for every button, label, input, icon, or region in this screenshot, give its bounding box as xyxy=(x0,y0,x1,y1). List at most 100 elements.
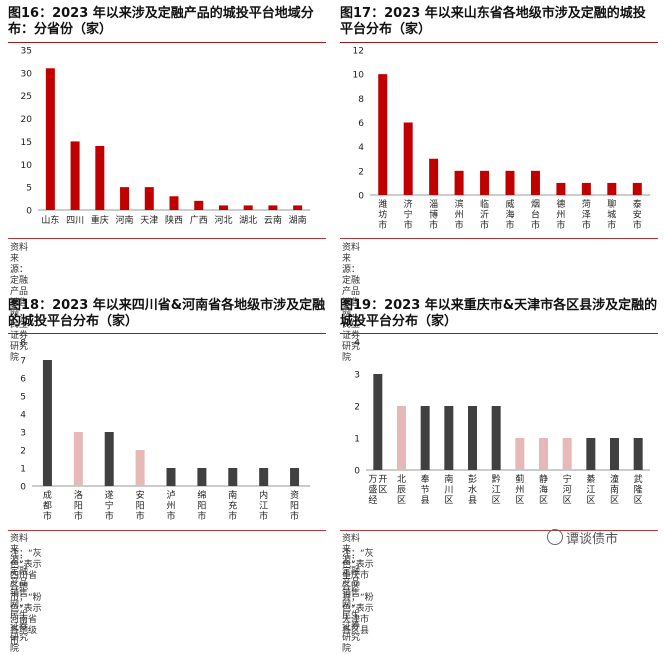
chart-title: 图18：2023 年以来四川省&河南省各地级市涉及定融的城投平台分布（家） xyxy=(8,298,326,329)
wechat-logo-icon xyxy=(547,529,563,545)
y-tick-label: 1 xyxy=(20,465,26,475)
bar-泰安市 xyxy=(632,182,642,195)
title-rule xyxy=(8,333,326,334)
y-tick-label: 3 xyxy=(354,371,360,381)
y-tick-label: 0 xyxy=(26,207,32,217)
x-tick-label: 德州市 xyxy=(556,198,565,231)
bar-天津 xyxy=(144,187,154,210)
y-tick-label: 8 xyxy=(358,95,364,105)
x-tick-label: 彭水县 xyxy=(468,473,477,506)
y-tick-label: 1 xyxy=(354,435,360,445)
x-tick-label: 安阳市 xyxy=(136,489,145,522)
x-tick-label: 四川 xyxy=(66,216,84,226)
x-tick-label: 武隆区 xyxy=(634,473,643,506)
y-tick-label: 7 xyxy=(20,357,26,367)
bar-静海区 xyxy=(539,438,548,470)
x-tick-label: 南川区 xyxy=(444,473,453,506)
source-text: 资料来源：定融产品销售网，民生证券研究院 xyxy=(342,243,361,363)
chart-title: 图19：2023 年以来重庆市&天津市各区县涉及定融的城投平台分布（家） xyxy=(340,298,658,329)
bar-云南 xyxy=(268,205,278,210)
x-tick-label: 遂宁市 xyxy=(105,489,114,522)
x-tick-label: 济宁市 xyxy=(404,198,413,231)
x-tick-label: 重庆 xyxy=(91,214,109,226)
bar-威海市 xyxy=(505,170,515,195)
bar-chart-fig16: 0 5 10 15 20 25 30 35 山东 四川 重庆 河南 天津 陕西 广西 河北 湖北 云南 湖南 xyxy=(21,47,310,226)
bar-聊城市 xyxy=(607,182,617,195)
bar-河北 xyxy=(218,205,228,210)
y-tick-label: 10 xyxy=(21,161,33,171)
x-tick-label: 资阳市 xyxy=(290,490,299,522)
bar-山东 xyxy=(45,68,55,211)
x-tick-label: 菏泽市 xyxy=(582,199,591,231)
bar-黔江区 xyxy=(491,406,501,470)
y-tick-label: 12 xyxy=(353,47,364,57)
y-tick-label: 2 xyxy=(354,403,360,413)
source-rule xyxy=(8,530,326,531)
bar-奉节县 xyxy=(420,406,430,470)
bar-北辰区 xyxy=(397,406,406,470)
x-tick-label: 泰安市 xyxy=(633,198,642,231)
bar-资阳市 xyxy=(290,468,300,486)
x-tick-label: 云南 xyxy=(264,214,282,226)
y-tick-label: 10 xyxy=(353,71,365,81)
bar-宁河区 xyxy=(562,438,572,470)
legend-note: 注：“灰色”表示重庆市各区县；“粉色”表示天津市各区县 xyxy=(342,549,374,636)
x-tick-label: 陕西 xyxy=(165,214,183,226)
y-tick-label: 8 xyxy=(20,339,26,349)
x-tick-label: 天津 xyxy=(140,215,158,226)
bar-陕西 xyxy=(169,196,179,210)
bar-彭水县 xyxy=(468,406,477,470)
bar-潼南区 xyxy=(610,438,619,470)
x-tick-label: 洛阳市 xyxy=(74,489,83,522)
bar-内江市 xyxy=(259,468,269,486)
y-tick-label: 3 xyxy=(20,429,26,439)
legend-note: 注：“灰色”表示四川省各地市；“粉色”表示河南省各地级市 xyxy=(10,549,42,647)
bar-济宁市 xyxy=(403,122,413,195)
y-tick-label: 2 xyxy=(358,167,364,177)
bar-南川区 xyxy=(444,406,454,470)
bar-南充市 xyxy=(228,468,238,486)
x-tick-label: 湖北 xyxy=(239,215,257,226)
bar-菏泽市 xyxy=(581,182,591,195)
source-rule xyxy=(340,238,658,239)
x-tick-label: 北辰区 xyxy=(397,474,406,506)
y-tick-label: 0 xyxy=(20,483,26,493)
bar-广西 xyxy=(194,200,204,210)
x-tick-label: 湖南 xyxy=(289,214,307,226)
x-tick-label: 河北 xyxy=(214,214,232,226)
x-tick-label: 山东 xyxy=(41,214,59,226)
bar-安阳市 xyxy=(135,450,145,486)
x-tick-label: 万盛经开区 xyxy=(368,474,387,506)
y-tick-label: 6 xyxy=(20,375,26,385)
chart-title: 图17：2023 年以来山东省各地级市涉及定融的城投平台分布（家） xyxy=(340,6,646,37)
chart-title: 图16：2023 年以来涉及定融产品的城投平台地域分布：分省份（家） xyxy=(8,6,314,37)
bar-滨州市 xyxy=(454,170,464,195)
y-tick-label: 5 xyxy=(20,393,26,403)
x-tick-label: 烟台市 xyxy=(531,198,540,231)
y-tick-label: 6 xyxy=(358,119,364,129)
title-rule xyxy=(340,333,658,334)
x-tick-label: 潍坊市 xyxy=(378,198,387,231)
bar-潍坊市 xyxy=(378,74,388,195)
x-tick-label: 綦江区 xyxy=(586,473,595,506)
x-tick-label: 内江市 xyxy=(259,489,268,522)
bar-烟台市 xyxy=(530,170,540,195)
y-tick-label: 4 xyxy=(20,411,26,421)
y-tick-label: 0 xyxy=(354,467,360,477)
bar-成都市 xyxy=(42,360,52,486)
bar-临沂市 xyxy=(480,170,490,195)
source-rule xyxy=(340,530,658,531)
x-tick-label: 成都市 xyxy=(43,489,52,522)
bar-chart-fig19: 0 1 2 3 4 万盛经开区 北辰区 奉节县 南川区 彭水县 黔江区 蓟州区 静海区 宁河区 綦江区 潼南区… xyxy=(354,339,650,506)
title-rule xyxy=(340,42,658,43)
x-tick-label: 南充市 xyxy=(228,489,237,522)
x-tick-label: 淄博市 xyxy=(429,198,438,231)
bar-湖北 xyxy=(243,205,253,210)
x-tick-label: 绵阳市 xyxy=(197,489,206,522)
bar-湖南 xyxy=(293,205,303,210)
x-tick-label: 临沂市 xyxy=(480,198,489,231)
y-tick-label: 2 xyxy=(20,447,26,457)
x-tick-label: 威海市 xyxy=(505,198,514,231)
bar-淄博市 xyxy=(429,158,439,195)
bar-chart-fig18: 0 1 2 3 4 5 6 7 8 成都市 洛阳市 遂宁市 安阳市 泸州市 绵阳市 南充市 内江市 资阳市 xyxy=(20,339,310,522)
